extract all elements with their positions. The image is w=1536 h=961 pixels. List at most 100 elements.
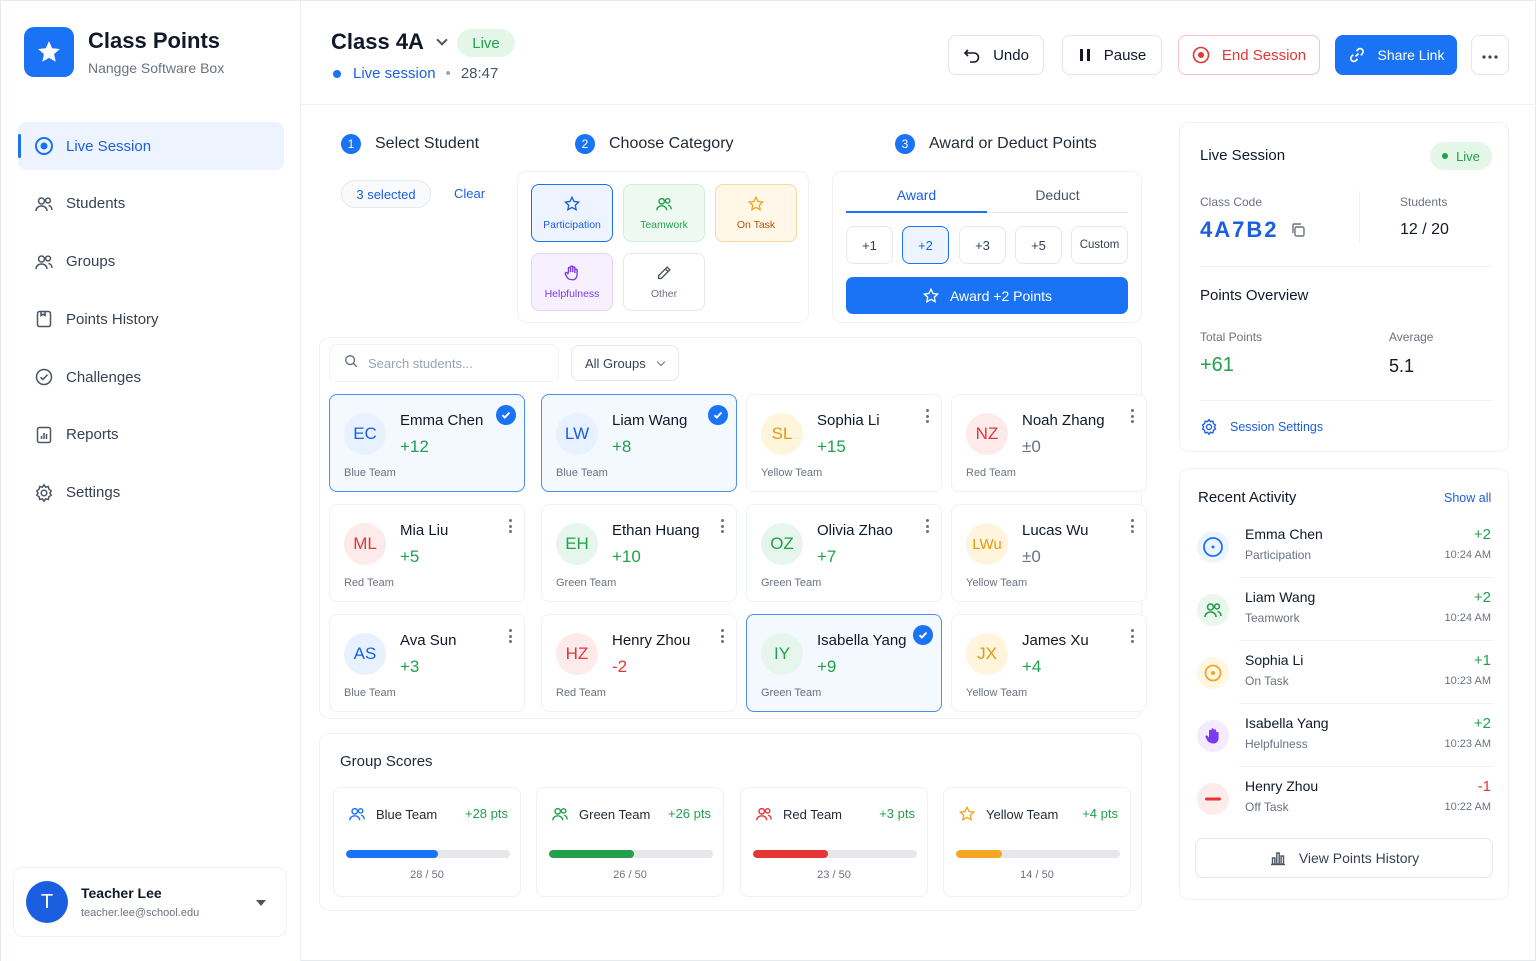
search-input[interactable]: [368, 355, 548, 371]
check-icon[interactable]: [708, 405, 728, 425]
activity-points: -1: [1477, 778, 1491, 795]
tab-deduct[interactable]: Deduct: [1035, 186, 1080, 203]
clear-selection-button[interactable]: Clear: [454, 186, 486, 201]
student-card[interactable]: IY Isabella Yang +9 Green Team: [746, 614, 942, 712]
student-card[interactable]: LWu Lucas Wu ±0 Yellow Team: [951, 504, 1147, 602]
step-number: 2: [575, 134, 595, 154]
more-vertical-icon[interactable]: [508, 629, 512, 646]
more-vertical-icon[interactable]: [508, 519, 512, 536]
sidebar-item-challenges[interactable]: Challenges: [18, 353, 284, 401]
total-points-value: +61: [1200, 354, 1234, 376]
student-avatar: NZ: [966, 413, 1008, 455]
pause-button[interactable]: Pause: [1062, 35, 1162, 75]
more-vertical-icon[interactable]: [1130, 519, 1134, 536]
team-icon: [655, 195, 673, 213]
top-header: Class 4A Live Live session • 28:47 Undo …: [301, 1, 1536, 105]
group-progress-fill: [753, 850, 829, 858]
category-participation[interactable]: Participation: [531, 184, 613, 242]
group-score-card[interactable]: Yellow Team +4 pts 14 / 50: [943, 787, 1131, 897]
activity-student: Isabella Yang: [1245, 715, 1329, 731]
student-card[interactable]: EC Emma Chen +12 Blue Team: [329, 394, 525, 492]
view-history-label: View Points History: [1298, 850, 1420, 866]
sidebar-item-reports[interactable]: Reports: [18, 411, 284, 459]
sidebar-item-settings[interactable]: Settings: [18, 469, 284, 517]
category-label: Teamwork: [640, 219, 688, 231]
student-card[interactable]: AS Ava Sun +3 Blue Team: [329, 614, 525, 712]
end-session-button[interactable]: End Session: [1178, 35, 1320, 75]
user-profile-card[interactable]: T Teacher Lee teacher.lee@school.edu: [13, 867, 287, 937]
student-name: Henry Zhou: [612, 632, 691, 649]
class-selector[interactable]: Class 4A: [331, 29, 448, 55]
undo-button[interactable]: Undo: [948, 35, 1044, 75]
student-card[interactable]: LW Liam Wang +8 Blue Team: [541, 394, 737, 492]
sidebar-item-live-session[interactable]: Live Session: [18, 122, 284, 170]
more-vertical-icon[interactable]: [720, 629, 724, 646]
student-points: +3: [400, 657, 420, 676]
more-vertical-icon[interactable]: [1130, 629, 1134, 646]
group-points: +26 pts: [667, 806, 711, 821]
more-vertical-icon[interactable]: [925, 519, 929, 536]
student-card[interactable]: JX James Xu +4 Yellow Team: [951, 614, 1147, 712]
app-title: Class Points: [88, 28, 221, 53]
student-name: Mia Liu: [400, 522, 449, 539]
student-card[interactable]: HZ Henry Zhou -2 Red Team: [541, 614, 737, 712]
student-avatar: EH: [556, 523, 598, 565]
student-team: Yellow Team: [966, 687, 1028, 699]
caret-down-icon[interactable]: [256, 900, 266, 906]
more-vertical-icon[interactable]: [720, 519, 724, 536]
group-score-card[interactable]: Blue Team +28 pts 28 / 50: [333, 787, 521, 897]
category-helpfulness[interactable]: Helpfulness: [531, 253, 613, 311]
share-link-button[interactable]: Share Link: [1335, 35, 1457, 75]
tab-award[interactable]: Award: [846, 177, 987, 213]
student-card[interactable]: EH Ethan Huang +10 Green Team: [541, 504, 737, 602]
live-session-label: Live session: [353, 65, 436, 82]
student-name: Ethan Huang: [612, 522, 700, 539]
check-icon[interactable]: [496, 405, 516, 425]
check-icon[interactable]: [913, 625, 933, 645]
view-points-history-button[interactable]: View Points History: [1195, 838, 1493, 878]
category-label: On Task: [736, 219, 776, 231]
group-score-card[interactable]: Green Team +26 pts 26 / 50: [536, 787, 724, 897]
sidebar-item-students[interactable]: Students: [18, 180, 284, 228]
student-points: ±0: [1022, 547, 1041, 566]
student-card[interactable]: NZ Noah Zhang ±0 Red Team: [951, 394, 1147, 492]
copy-icon[interactable]: [1290, 222, 1306, 238]
category-other[interactable]: Other: [623, 253, 705, 311]
student-name: Liam Wang: [612, 412, 688, 429]
group-score-card[interactable]: Red Team +3 pts 23 / 50: [740, 787, 928, 897]
student-name: Noah Zhang: [1022, 412, 1105, 429]
show-all-link[interactable]: Show all: [1444, 491, 1492, 505]
student-card[interactable]: OZ Olivia Zhao +7 Green Team: [746, 504, 942, 602]
award-points-button[interactable]: Award +2 Points: [846, 277, 1128, 314]
team-icon: [755, 805, 773, 823]
more-options-button[interactable]: [1471, 35, 1509, 75]
point-option-plus-5[interactable]: +5: [1015, 226, 1062, 264]
live-status-label: Live: [1456, 148, 1480, 164]
gear-icon: [1200, 418, 1218, 436]
category-on-task[interactable]: On Task: [715, 184, 797, 242]
student-card[interactable]: ML Mia Liu +5 Red Team: [329, 504, 525, 602]
star-outline-icon: [747, 195, 765, 213]
more-vertical-icon[interactable]: [925, 409, 929, 426]
group-filter-select[interactable]: All Groups: [571, 345, 679, 381]
more-vertical-icon[interactable]: [1130, 409, 1134, 426]
student-card[interactable]: SL Sophia Li +15 Yellow Team: [746, 394, 942, 492]
session-settings-link[interactable]: Session Settings: [1200, 418, 1323, 436]
point-option-custom[interactable]: Custom: [1071, 226, 1128, 264]
category-teamwork[interactable]: Teamwork: [623, 184, 705, 242]
student-team: Green Team: [556, 577, 617, 589]
student-team: Green Team: [761, 687, 822, 699]
point-option-plus-1[interactable]: +1: [846, 226, 893, 264]
group-name: Yellow Team: [986, 806, 1059, 822]
groups-icon: [34, 252, 54, 272]
sidebar-item-label: Live Session: [66, 137, 152, 155]
student-team: Blue Team: [556, 467, 608, 479]
activity-student: Sophia Li: [1245, 652, 1304, 668]
sidebar-item-groups[interactable]: Groups: [18, 238, 284, 286]
point-option-plus-2[interactable]: +2: [902, 226, 949, 264]
live-badge: Live: [457, 29, 515, 57]
sidebar-item-points-history[interactable]: Points History: [18, 295, 284, 343]
share-link-label: Share Link: [1377, 47, 1445, 63]
point-option-plus-3[interactable]: +3: [959, 226, 1006, 264]
